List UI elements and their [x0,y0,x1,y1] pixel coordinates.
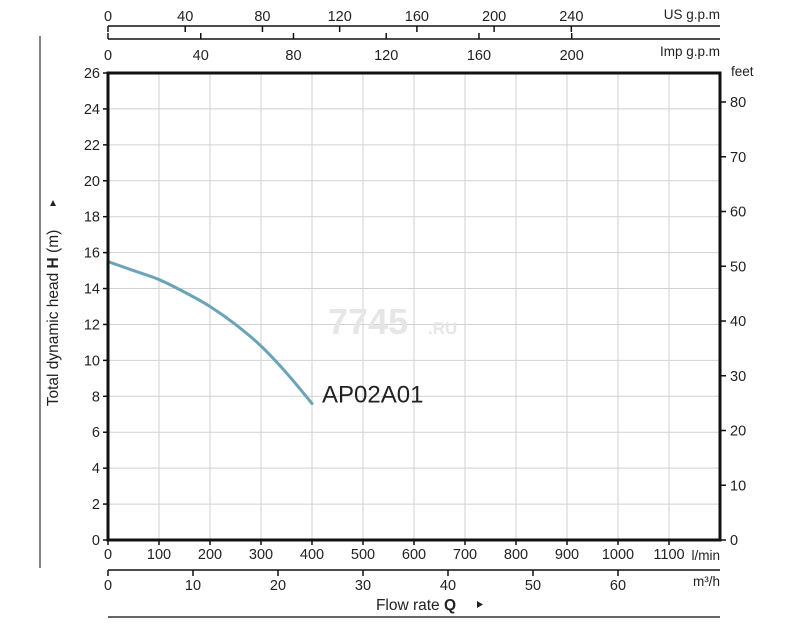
y-tick-label: 6 [92,425,100,441]
x-tick-label: 200 [198,547,222,563]
x-tick-label: 1100 [653,547,684,563]
feet-tick-label: 40 [730,314,746,330]
y-tick-label: 2 [92,497,100,513]
us-gpm-tick-label: 40 [177,9,193,25]
m3h-tick-label: 40 [440,578,456,594]
watermark-text: 7745 [328,301,408,342]
imp-gpm-unit-label: Imp g.p.m [660,44,720,59]
m3h-tick-label: 20 [270,578,286,594]
grid [108,73,720,540]
feet-tick-label: 50 [730,259,746,275]
axes: 0246810121416182022242601020304050607080… [39,9,746,618]
y-tick-label: 14 [84,282,100,298]
y-tick-label: 18 [84,210,100,226]
m3h-tick-label: 10 [185,578,201,594]
us-gpm-tick-label: 80 [254,9,270,25]
feet-tick-label: 80 [730,95,746,111]
imp-gpm-tick-label: 120 [374,48,398,64]
y-tick-label: 0 [92,533,100,549]
m3h-tick-label: 60 [610,578,626,594]
feet-tick-label: 30 [730,369,746,385]
x-tick-label: 800 [504,547,528,563]
x-tick-label: 400 [300,547,324,563]
imp-gpm-tick-label: 200 [560,48,584,64]
m3h-tick-label: 50 [525,578,541,594]
imp-gpm-tick-label: 80 [285,48,301,64]
y-tick-label: 26 [84,66,100,82]
y-tick-label: 8 [92,389,100,405]
us-gpm-tick-label: 120 [328,9,352,25]
feet-tick-label: 70 [730,150,746,166]
series-label: AP02A01 [322,381,423,408]
y-tick-label: 22 [84,138,100,154]
us-gpm-unit-label: US g.p.m [664,7,720,22]
feet-tick-label: 20 [730,424,746,440]
y-tick-label: 16 [84,246,100,262]
x-axis-title: Flow rate Q [376,597,456,614]
m3h-unit-label: m³/h [693,574,720,589]
us-gpm-tick-label: 0 [104,9,112,25]
m3h-tick-label: 0 [104,578,112,594]
imp-gpm-tick-label: 0 [104,48,112,64]
x-tick-label: 300 [249,547,273,563]
y-tick-label: 20 [84,174,100,190]
imp-gpm-tick-label: 40 [193,48,209,64]
feet-unit-label: feet [731,64,754,79]
x-tick-label: 100 [147,547,171,563]
feet-tick-label: 0 [730,533,738,549]
y-tick-label: 4 [92,461,100,477]
y-axis-title: Total dynamic head H (m) [45,230,62,407]
x-tick-label: 0 [104,547,112,563]
x-tick-label: 700 [453,547,477,563]
x-axis-arrow-icon [477,601,483,608]
watermark: 7745 .RU [328,301,457,342]
feet-tick-label: 10 [730,478,746,494]
imp-gpm-tick-label: 160 [467,48,491,64]
y-tick-label: 10 [84,353,100,369]
x-tick-label: 600 [402,547,426,563]
x-tick-label: 1000 [602,547,634,563]
us-gpm-tick-label: 160 [405,9,429,25]
y-tick-label: 24 [84,102,100,118]
series-line-ap02a01 [106,260,314,405]
us-gpm-tick-label: 240 [559,9,583,25]
y-axis-arrow-icon [50,200,56,206]
series-layer: AP02A01 [106,260,423,408]
y-tick-label: 12 [84,317,100,333]
m3h-tick-label: 30 [355,578,371,594]
x-tick-label: 900 [555,547,579,563]
x-tick-label: 500 [351,547,375,563]
us-gpm-tick-label: 200 [482,9,506,25]
feet-tick-label: 60 [730,205,746,221]
watermark-suffix: .RU [428,319,457,338]
x-unit-label: l/min [691,548,720,563]
